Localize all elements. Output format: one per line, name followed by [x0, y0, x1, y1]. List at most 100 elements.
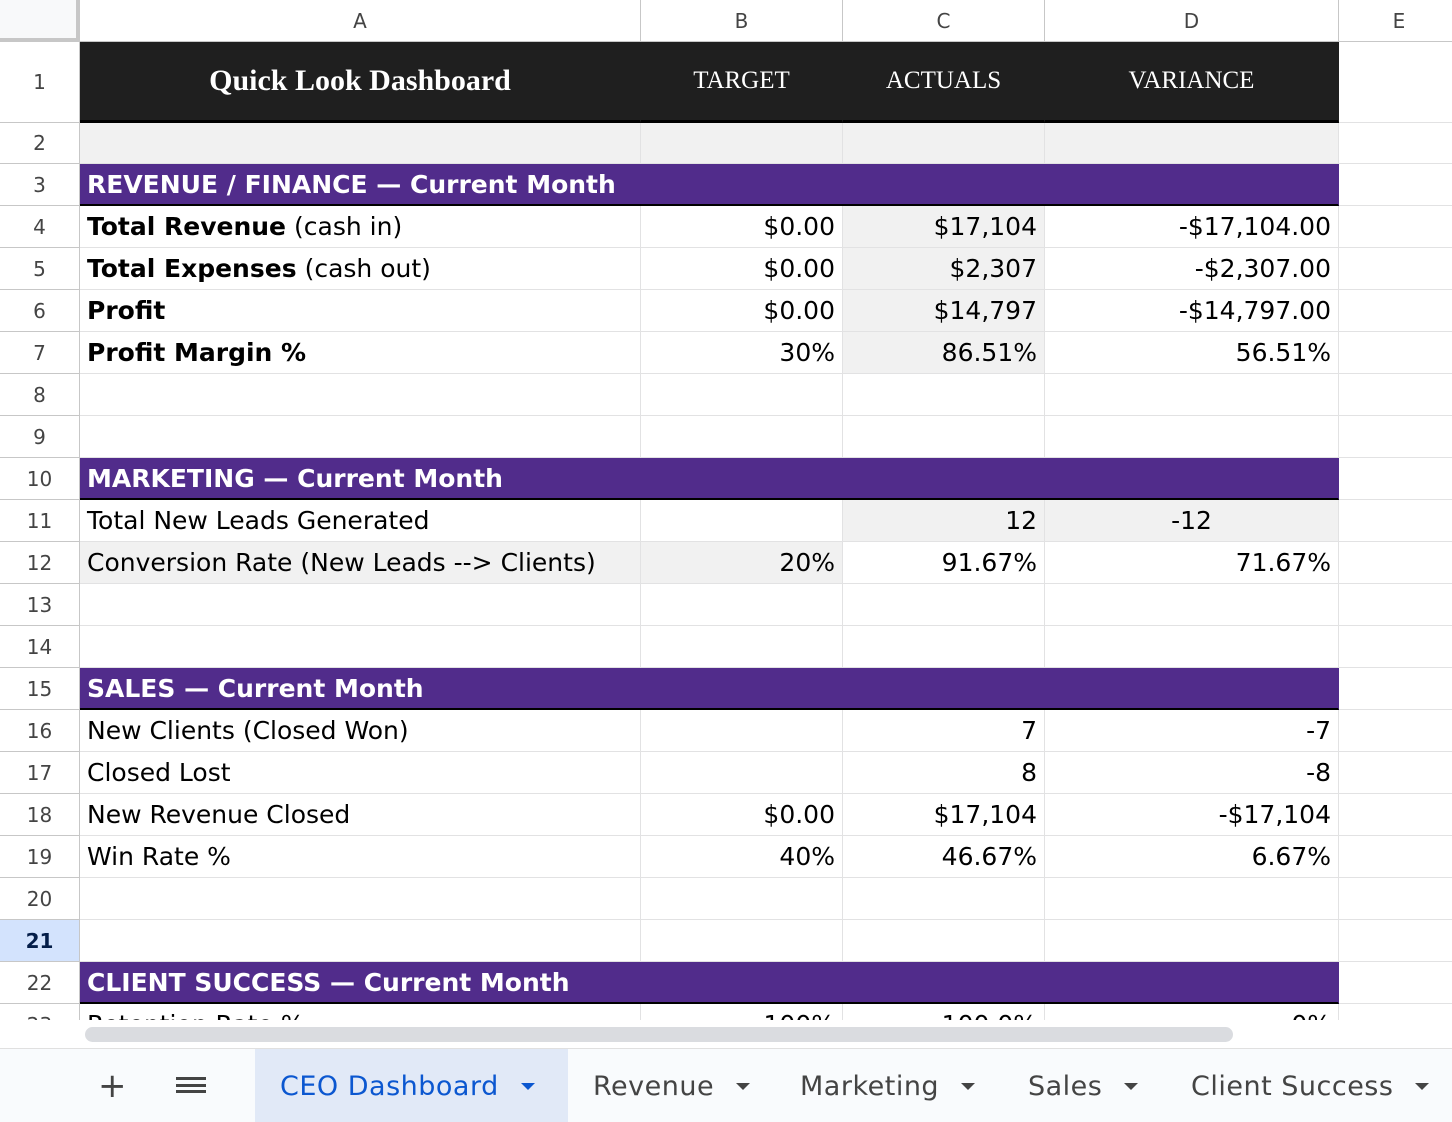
cell: [80, 626, 641, 668]
cell: [1339, 42, 1452, 123]
cell: [641, 626, 843, 668]
target: $0.00: [763, 296, 835, 325]
row-header[interactable]: 12: [0, 542, 80, 584]
target: 30%: [779, 338, 835, 367]
cell: [843, 878, 1045, 920]
column-header[interactable]: D: [1045, 0, 1339, 42]
variance-cell: 71.67%: [1045, 542, 1339, 584]
corner: [0, 0, 80, 42]
label: Profit: [87, 296, 166, 325]
variance: -$17,104: [1218, 800, 1331, 829]
column-header[interactable]: E: [1339, 0, 1452, 42]
variance: -$14,797.00: [1178, 296, 1331, 325]
row-label: Total Revenue (cash in): [80, 206, 641, 248]
variance: 56.51%: [1235, 338, 1331, 367]
sheet-tab[interactable]: Revenue: [568, 1049, 775, 1122]
row-header[interactable]: 17: [0, 752, 80, 794]
cell: [843, 416, 1045, 458]
label: Win Rate %: [87, 842, 231, 871]
sheet-tab[interactable]: Client Success: [1166, 1049, 1452, 1122]
actual-cell: 86.51%: [843, 332, 1045, 374]
target: $0.00: [763, 800, 835, 829]
row-header[interactable]: 2: [0, 123, 80, 164]
variance: 6.67%: [1251, 842, 1331, 871]
actual-cell: 7: [843, 710, 1045, 752]
variance-cell: -$17,104.00: [1045, 206, 1339, 248]
grid: A B C D E 1 2 3 4 5 6 7 8 9 10 11 12 13 14 15 16 17 18 19 20 21 22…: [0, 0, 1452, 1020]
row-header[interactable]: 20: [0, 878, 80, 920]
cell: [1339, 416, 1452, 458]
cell: [1339, 668, 1452, 710]
label: Total Expenses: [87, 254, 297, 283]
target-cell: $0.00: [641, 248, 843, 290]
row-header[interactable]: 1: [0, 42, 80, 123]
cell: [1339, 878, 1452, 920]
row-header[interactable]: 10: [0, 458, 80, 500]
variance-cell: 56.51%: [1045, 332, 1339, 374]
label: New Revenue Closed: [87, 800, 351, 829]
cell: [1339, 290, 1452, 332]
add-sheet[interactable]: +: [98, 1066, 127, 1106]
cell: [1339, 794, 1452, 836]
target-cell: $0.00: [641, 206, 843, 248]
column-header[interactable]: C: [843, 0, 1045, 42]
section-fill: [80, 962, 1339, 1004]
sheet-tab[interactable]: Marketing: [775, 1049, 1003, 1122]
row-header[interactable]: 23: [0, 1004, 80, 1020]
section-title: CLIENT SUCCESS — Current Month: [80, 962, 1339, 1004]
label: Conversion Rate (New Leads --> Clients): [87, 548, 596, 577]
cell: [843, 374, 1045, 416]
row-header[interactable]: 15: [0, 668, 80, 710]
sheet-tab[interactable]: CEO Dashboard: [255, 1049, 568, 1122]
actual-cell: 46.67%: [843, 836, 1045, 878]
target-cell: [641, 500, 843, 542]
column-header[interactable]: A: [80, 0, 641, 42]
cell: [1339, 500, 1452, 542]
target-cell: [641, 710, 843, 752]
row-label: Total Expenses (cash out): [80, 248, 641, 290]
actual: 7: [1021, 716, 1037, 745]
target-cell: 40%: [641, 836, 843, 878]
label: Closed Lost: [87, 758, 231, 787]
target: $0.00: [763, 212, 835, 241]
cell: [80, 123, 641, 164]
row-label: Closed Lost: [80, 752, 641, 794]
cell: [80, 878, 641, 920]
row-label: Total New Leads Generated: [80, 500, 641, 542]
row-header[interactable]: 16: [0, 710, 80, 752]
row-header[interactable]: 14: [0, 626, 80, 668]
row-header[interactable]: 18: [0, 794, 80, 836]
tab-menu: [736, 1082, 751, 1090]
row-header[interactable]: 13: [0, 584, 80, 626]
row-header[interactable]: 21: [0, 920, 80, 962]
row-header[interactable]: 3: [0, 164, 80, 206]
scrollbar[interactable]: [85, 1027, 1233, 1042]
label: Retention Rate %: [87, 1010, 305, 1020]
row-header[interactable]: 6: [0, 290, 80, 332]
row-header[interactable]: 22: [0, 962, 80, 1004]
variance-cell: -7: [1045, 710, 1339, 752]
variance: -7: [1306, 716, 1331, 745]
cell: [1339, 248, 1452, 290]
row-header[interactable]: 7: [0, 332, 80, 374]
section-fill: [80, 458, 1339, 500]
tab-label: Client Success: [1191, 1070, 1394, 1102]
row-header[interactable]: 11: [0, 500, 80, 542]
row-header[interactable]: 5: [0, 248, 80, 290]
row-header[interactable]: 8: [0, 374, 80, 416]
row-header[interactable]: 19: [0, 836, 80, 878]
column-header[interactable]: B: [641, 0, 843, 42]
actual-cell: $17,104: [843, 794, 1045, 836]
row-label: Win Rate %: [80, 836, 641, 878]
cell: [80, 416, 641, 458]
variance: -$17,104.00: [1178, 212, 1331, 241]
actual-cell: $17,104: [843, 206, 1045, 248]
cell: [1339, 1004, 1452, 1020]
row-header[interactable]: 4: [0, 206, 80, 248]
sheet-tab[interactable]: Sales: [1003, 1049, 1166, 1122]
actual: 8: [1021, 758, 1037, 787]
cell: [1339, 752, 1452, 794]
row-header[interactable]: 9: [0, 416, 80, 458]
all-sheets[interactable]: [176, 1077, 206, 1093]
